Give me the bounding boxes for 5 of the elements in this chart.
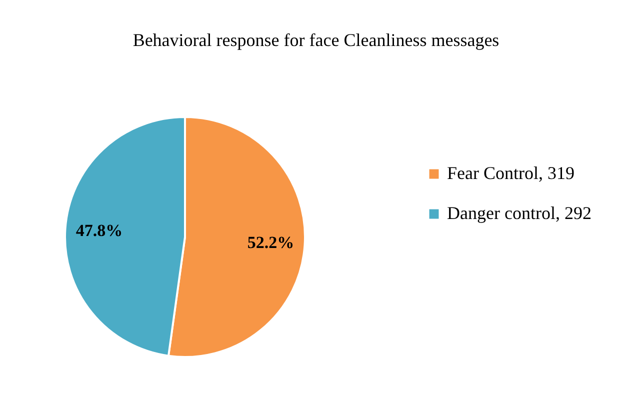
legend-label: Fear Control, 319	[447, 163, 574, 183]
legend-label: Danger control, 292	[447, 203, 592, 223]
data-label: 47.8%	[76, 221, 123, 240]
data-label: 52.2%	[247, 232, 294, 252]
chart-title: Behavioral response for face Cleanliness messages	[132, 30, 500, 50]
